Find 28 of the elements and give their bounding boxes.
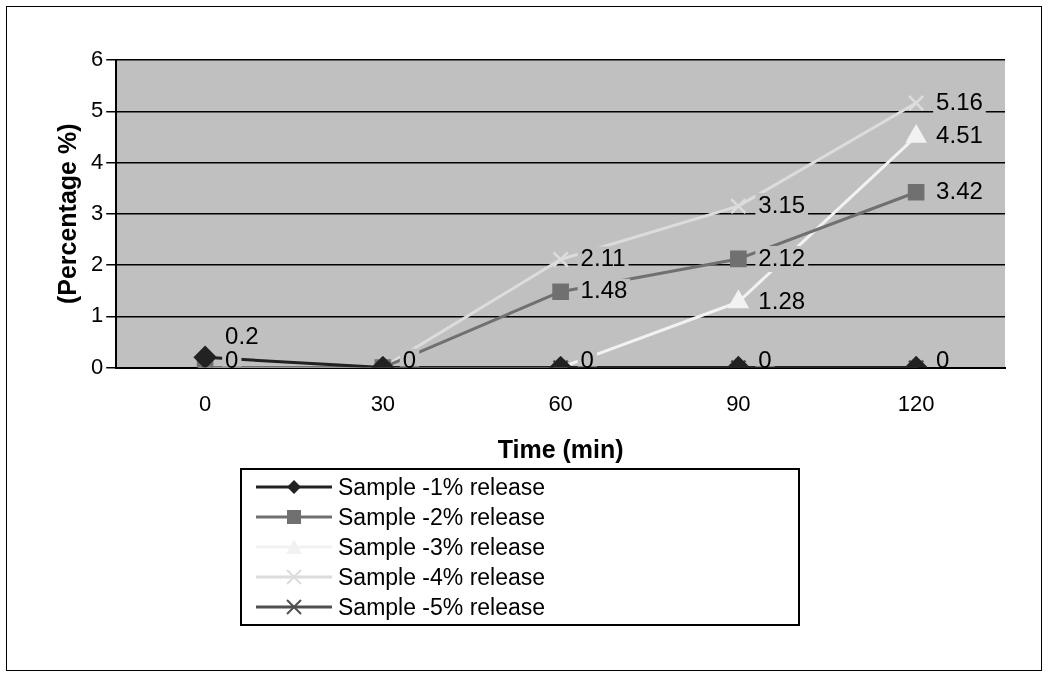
data-label: 0.2 [225,321,259,349]
data-label: 1.28 [758,286,806,314]
x-tick-label: 30 [370,390,396,416]
y-tick-label: 5 [90,97,104,123]
y-axis-title: (Percentage %) [52,123,81,305]
data-label: 2.11 [580,244,626,272]
legend-label: Sample -1% release [338,473,546,501]
data-label: 1.48 [580,276,628,304]
x-tick-label: 60 [548,390,573,416]
data-label: 2.12 [758,243,806,271]
y-tick-label: 1 [90,302,104,328]
x-axis-title: Time (min) [497,434,624,463]
x-tick-label: 0 [198,390,212,416]
y-tick-label: 3 [90,199,104,225]
data-label: 3.42 [936,176,983,204]
data-label: 4.51 [936,121,983,149]
y-tick-label: 6 [90,46,104,72]
y-tick-label: 2 [90,251,104,277]
data-label: 3.15 [758,190,806,218]
legend-label: Sample -5% release [338,593,546,621]
legend-label: Sample -4% release [338,563,546,591]
y-tick-label: 4 [90,148,104,174]
y-tick-label: 0 [90,353,104,379]
x-tick-label: 120 [897,390,935,416]
legend-label: Sample -3% release [338,533,546,561]
data-label: 5.16 [936,87,983,115]
x-tick-label: 90 [726,390,751,416]
legend-label: Sample -2% release [338,503,546,531]
